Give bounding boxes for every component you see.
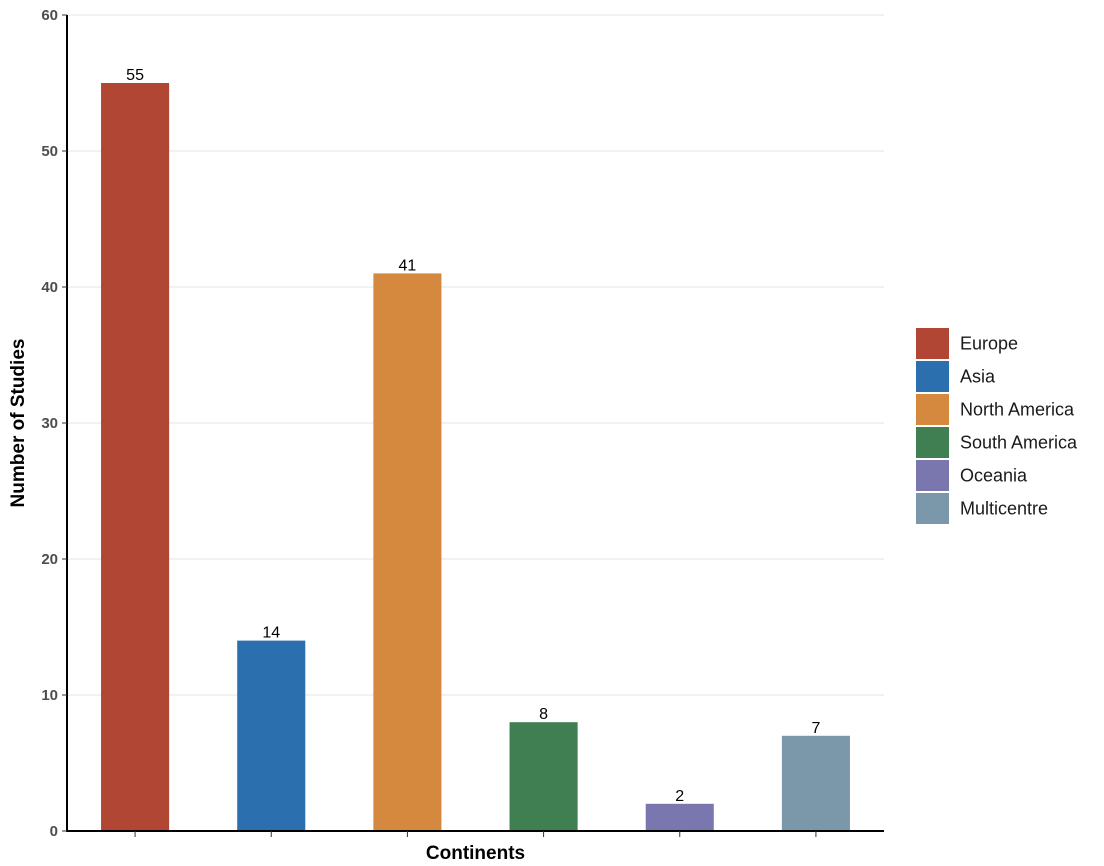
legend-label: Asia [960,367,996,387]
x-axis-title: Continents [426,843,525,864]
legend-label: Europe [960,334,1018,354]
bar-multicentre [781,735,850,831]
y-tick-label: 10 [41,687,58,704]
data-label: 55 [126,67,144,84]
y-axis-ticks: 0 10 20 30 40 50 60 [41,7,67,840]
y-tick-label: 0 [50,823,58,840]
legend-swatch-asia [916,361,949,392]
data-label: 2 [675,788,684,805]
legend-swatch-north-america [916,394,949,425]
legend-swatch-europe [916,328,949,359]
legend-label: South America [960,433,1078,453]
data-label: 8 [539,706,548,723]
y-tick-label: 40 [41,279,58,296]
x-axis-ticks [134,831,817,837]
y-tick-label: 20 [41,551,58,568]
legend-label: Oceania [960,466,1028,486]
bar-asia [237,640,306,831]
bar-oceania [645,803,714,831]
data-label: 41 [399,257,417,274]
legend-swatch-oceania [916,460,949,491]
bar-europe [101,83,170,831]
bar-south-america [509,722,578,831]
data-label: 14 [262,625,280,642]
data-label: 7 [811,720,820,737]
data-labels: 55 14 41 8 2 7 [126,67,820,805]
legend-label: Multicentre [960,499,1048,519]
bars [101,83,850,831]
y-axis-title: Number of Studies [8,339,29,508]
bar-north-america [373,273,442,831]
gridlines [67,14,884,832]
legend: Europe Asia North America South America Ocea… [916,328,1078,524]
legend-swatch-multicentre [916,493,949,524]
y-tick-label: 50 [41,143,58,160]
legend-label: North America [960,400,1075,420]
y-tick-label: 30 [41,415,58,432]
legend-swatch-south-america [916,427,949,458]
y-tick-label: 60 [41,7,58,24]
